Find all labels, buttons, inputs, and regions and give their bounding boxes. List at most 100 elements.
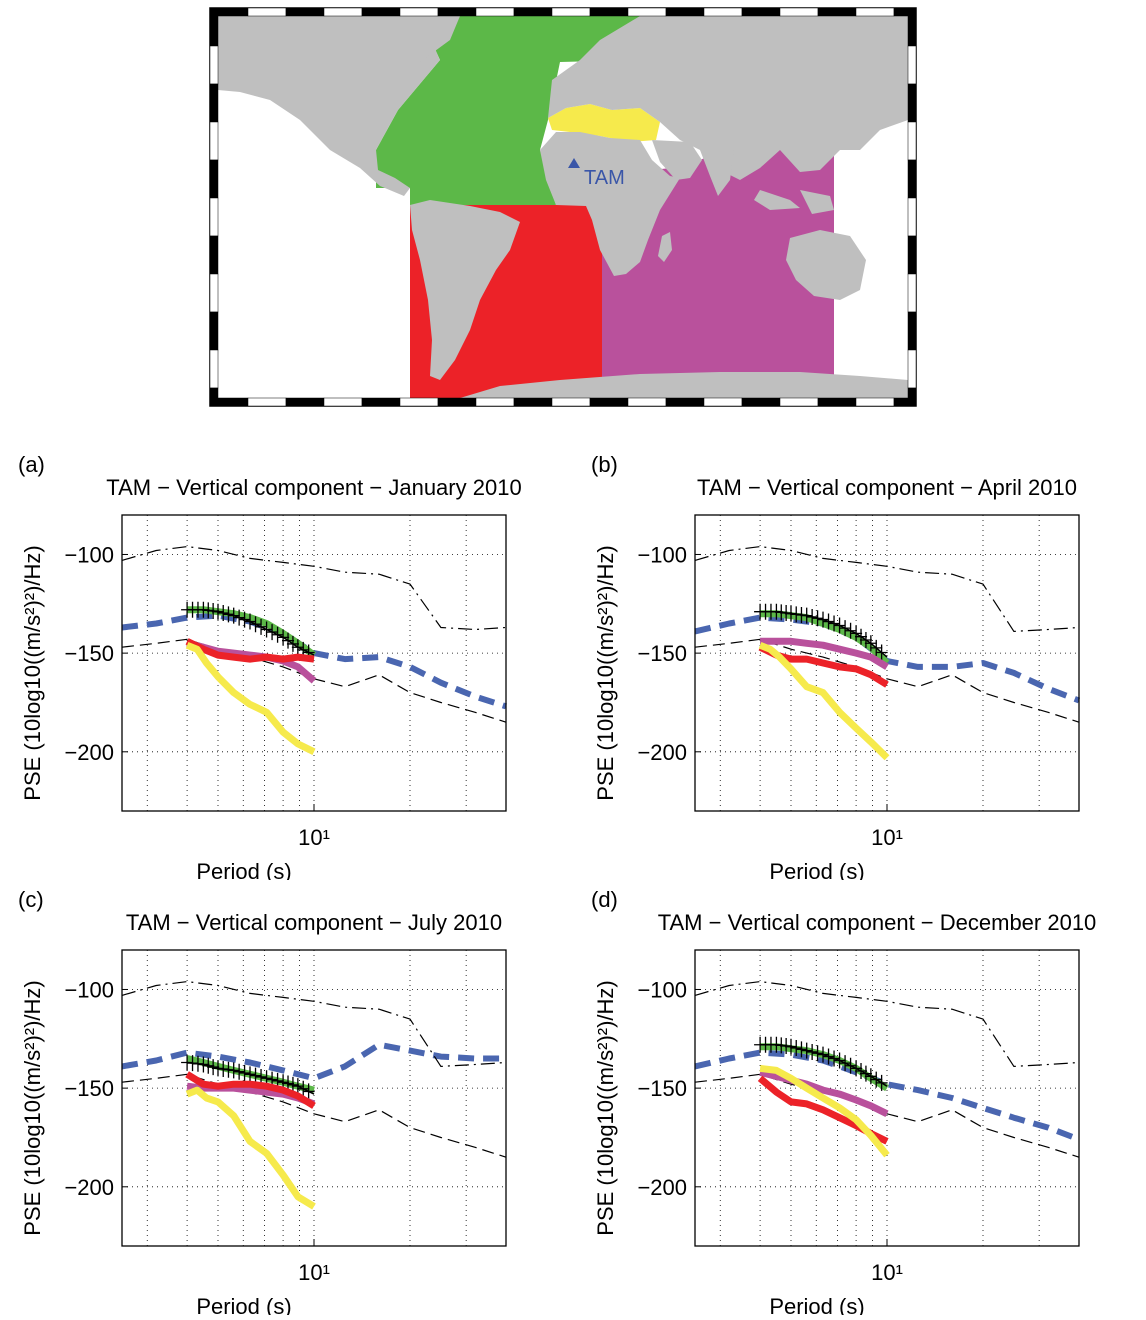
chart-a-plus-marker [249, 616, 262, 633]
chart-d-plus-marker [870, 1071, 883, 1088]
chart-d-plus-marker [844, 1057, 857, 1074]
border-tick [855, 7, 895, 17]
chart-b-svg: (b) TAM − Vertical component − April 2010… [591, 452, 1081, 884]
chart-d-title: TAM − Vertical component − December 2010 [658, 910, 1097, 935]
chart-b-plus-marker [828, 615, 841, 632]
border-tick [855, 397, 895, 407]
chart-b-y-tick-label: −200 [637, 740, 687, 765]
chart-d-plus-marker [833, 1052, 846, 1069]
chart-c-plus-marker [181, 1054, 194, 1071]
chart-b-plus-marker [806, 608, 819, 625]
chart-b-title: TAM − Vertical component − April 2010 [697, 475, 1077, 500]
chart-a-y-tick-label: −200 [64, 740, 114, 765]
border-tick [779, 397, 819, 407]
border-tick [907, 235, 917, 275]
chart-a-svg: (a) TAM − Vertical component − January 20… [18, 452, 522, 884]
chart-c-plus-marker [286, 1076, 299, 1093]
chart-d-series-line-1 [694, 980, 1080, 1067]
chart-a-x-axis-label: Period (s) [196, 859, 291, 880]
chart-b-plus-marker [859, 631, 872, 648]
chart-b-series-line-2 [694, 638, 1080, 723]
border-tick [361, 7, 401, 17]
chart-b-plus-marker [875, 644, 888, 661]
chart-d-y-tick-label: −100 [637, 977, 687, 1002]
panel-c: (c) TAM − Vertical component − July 2010 −… [0, 875, 573, 1320]
border-tick [209, 45, 219, 85]
border-tick [703, 7, 743, 17]
land-shape [460, 372, 908, 398]
chart-b-plus-marker [817, 611, 830, 628]
chart-b-plus-marker [850, 625, 863, 642]
chart-a-plus-marker [291, 639, 304, 656]
border-tick [817, 397, 857, 407]
chart-d-plus-marker [839, 1055, 852, 1072]
chart-a-plus-marker [227, 607, 240, 624]
border-tick [209, 121, 219, 161]
chart-d-plus-marker [859, 1065, 872, 1082]
border-tick [475, 7, 515, 17]
chart-d-plus-marker [811, 1045, 824, 1062]
chart-c-plus-marker [227, 1062, 240, 1079]
chart-a-plus-marker [233, 609, 246, 626]
border-tick [817, 7, 857, 17]
chart-a-title: TAM − Vertical component − January 2010 [106, 475, 521, 500]
chart-c-plus-marker [197, 1056, 210, 1073]
chart-a-plot-area [122, 515, 506, 811]
chart-b-panel-label: (b) [591, 452, 618, 477]
chart-b-plus-marker [870, 639, 883, 656]
chart-d-y-axis-label: PSE (10log10((m/s²)²)/Hz) [593, 980, 618, 1235]
chart-d-plus-marker [855, 1063, 868, 1080]
chart-d-plus-marker [828, 1050, 841, 1067]
chart-c-plus-marker [191, 1055, 204, 1072]
chart-c-plus-marker [202, 1057, 215, 1074]
panel-d: (d) TAM − Vertical component − December 2… [573, 875, 1146, 1320]
chart-b-y-tick-label: −100 [637, 542, 687, 567]
chart-d-plot-area [695, 950, 1079, 1246]
border-tick [399, 397, 439, 407]
chart-c-plus-marker [297, 1080, 310, 1097]
border-tick [209, 311, 219, 351]
chart-d-series-line-0 [694, 1049, 1081, 1143]
chart-b-plus-marker [800, 607, 813, 624]
chart-d-plus-marker [790, 1040, 803, 1057]
map-svg: TAM [209, 7, 917, 407]
chart-c-plus-marker [186, 1055, 199, 1072]
chart-b-x-axis-label: Period (s) [769, 859, 864, 880]
chart-c-plus-marker [244, 1066, 257, 1083]
border-tick [907, 83, 917, 123]
land-shape [548, 16, 908, 180]
chart-a-plus-marker [202, 602, 215, 619]
chart-c-plus-marker [222, 1061, 235, 1078]
chart-a-x-tick-label: 10¹ [298, 825, 330, 850]
border-tick [285, 397, 325, 407]
chart-d-y-tick-label: −200 [637, 1175, 687, 1200]
chart-c-plus-marker [249, 1067, 262, 1084]
border-tick [247, 7, 287, 17]
border-tick [437, 7, 477, 17]
border-tick [907, 159, 917, 199]
chart-d-panel-label: (d) [591, 887, 618, 912]
border-tick [907, 349, 917, 389]
chart-b-plus-marker [780, 605, 793, 622]
border-tick [589, 397, 629, 407]
border-tick [627, 7, 667, 17]
chart-c-plus-marker [212, 1060, 224, 1077]
chart-b-plus-marker [770, 603, 783, 620]
chart-d-y-tick-label: −150 [637, 1076, 687, 1101]
chart-b-plus-marker [839, 620, 852, 637]
chart-b-series-line-1 [694, 545, 1080, 632]
chart-a-y-axis-label: PSE (10log10((m/s²)²)/Hz) [20, 545, 45, 800]
border-tick [907, 7, 917, 47]
chart-a-plus-marker [207, 603, 220, 620]
border-tick [399, 7, 439, 17]
chart-a-plus-marker [238, 611, 251, 628]
chart-c-series-line-1 [121, 980, 507, 1067]
border-tick [513, 397, 553, 407]
chart-c-x-axis-label: Period (s) [196, 1294, 291, 1315]
chart-c-series-line-6 [185, 1071, 316, 1109]
chart-d-plus-marker [780, 1038, 793, 1055]
chart-c-plus-marker [291, 1078, 304, 1095]
border-tick [627, 397, 667, 407]
chart-b-y-axis-label: PSE (10log10((m/s²)²)/Hz) [593, 545, 618, 800]
chart-b-plus-marker [811, 610, 824, 627]
